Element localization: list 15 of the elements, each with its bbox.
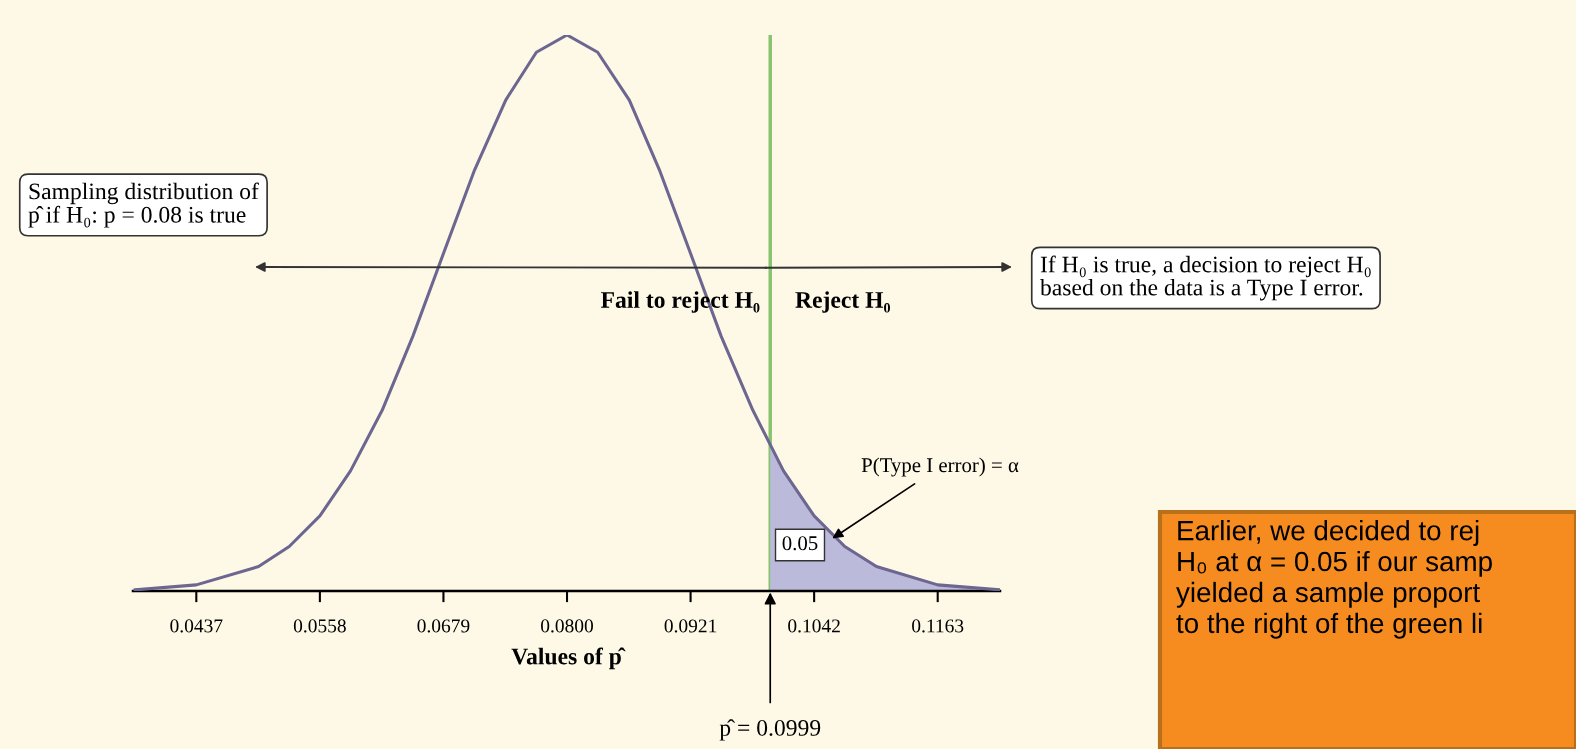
x-tick-label: 0.0437: [170, 619, 223, 633]
x-tick-label: 0.1042: [788, 619, 840, 633]
x-tick-label: 0.1163: [912, 619, 964, 633]
x-tick-label: 0.0558: [293, 619, 346, 633]
x-axis-title: Values of p̂: [511, 647, 626, 670]
annotation: Sampling distribution of p̂ if H₀: p = 0.08 is true: [28, 182, 259, 228]
text: If H₀ is true, a decision to reject H₀ based on the data is a Type I error.: [1040, 255, 1371, 301]
annotation: Reject H₀: [795, 291, 891, 313]
x-tick-label: 0.0921: [664, 619, 717, 633]
x-tick-label: 0.0800: [541, 619, 594, 633]
text: Earlier, we decided to rej H₀ at α = 0.05 if our samp yielded a sample proport to the right of the green li: [1176, 520, 1492, 639]
annotation: 0.05: [782, 536, 818, 551]
x-tick-label: 0.0679: [417, 619, 470, 633]
annotation: P(Type I error) = α: [861, 457, 1019, 477]
annotation: p̂ = 0.0999: [719, 719, 821, 741]
